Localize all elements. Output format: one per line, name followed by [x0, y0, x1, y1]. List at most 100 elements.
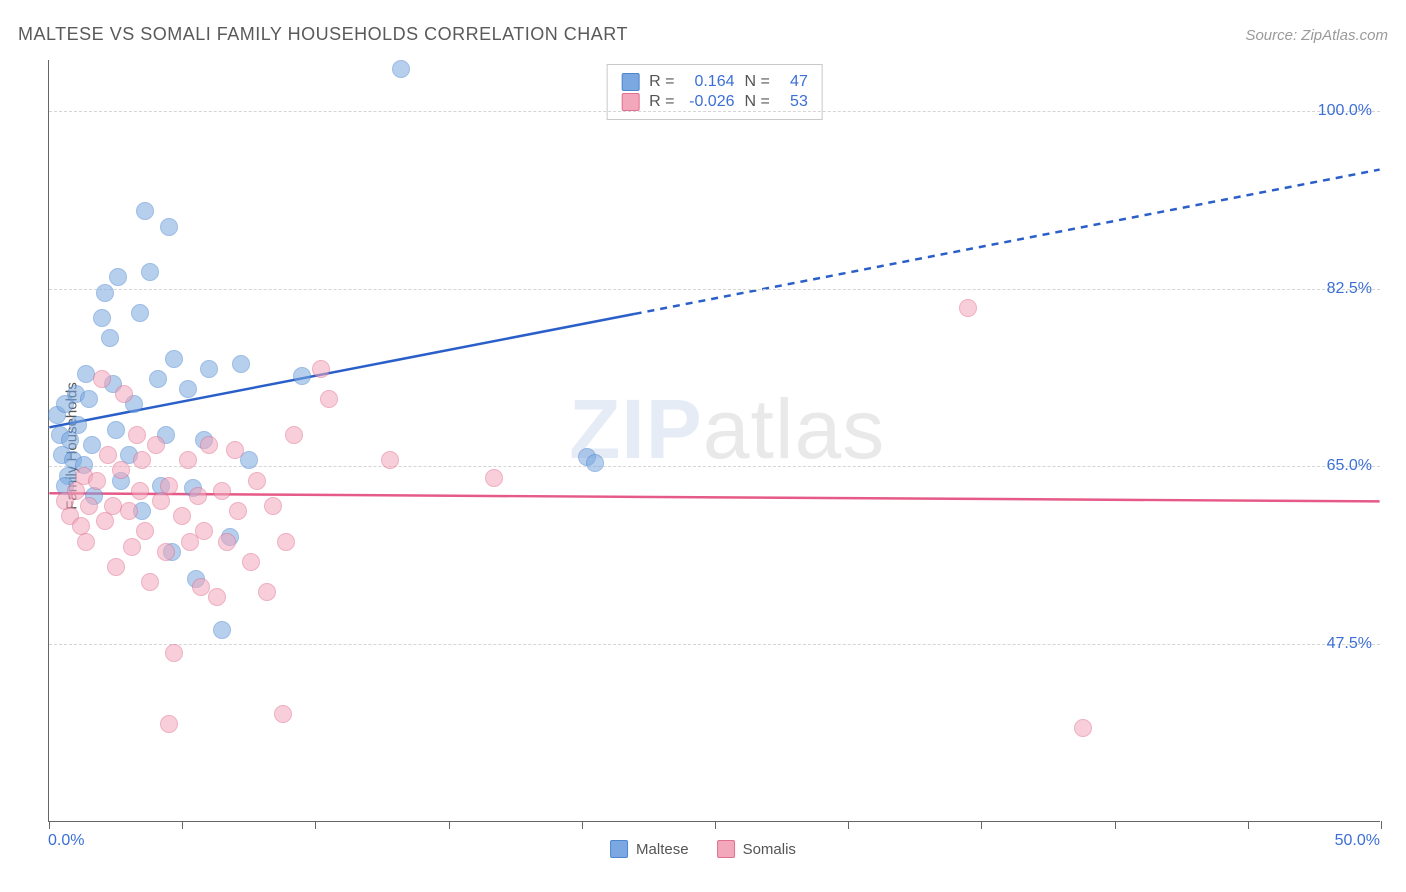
x-tick [182, 821, 183, 829]
stat-label: N = [745, 93, 770, 111]
scatter-point [147, 436, 165, 454]
plot-area: ZIPatlas R =0.164N =47R =-0.026N =53 47.… [48, 60, 1380, 822]
scatter-point [200, 436, 218, 454]
scatter-point [173, 507, 191, 525]
stat-label: R = [649, 93, 674, 111]
scatter-point [123, 538, 141, 556]
scatter-point [99, 446, 117, 464]
y-tick-label: 82.5% [1327, 280, 1372, 298]
trend-line [49, 493, 1379, 501]
scatter-point [293, 367, 311, 385]
scatter-point [88, 472, 106, 490]
scatter-point [264, 497, 282, 515]
legend-label: Somalis [743, 841, 796, 858]
scatter-point [83, 436, 101, 454]
legend-item: Somalis [717, 840, 796, 858]
scatter-point [258, 583, 276, 601]
scatter-point [131, 482, 149, 500]
scatter-point [179, 380, 197, 398]
scatter-point [149, 370, 167, 388]
scatter-point [109, 268, 127, 286]
scatter-point [107, 558, 125, 576]
x-tick [1115, 821, 1116, 829]
scatter-point [115, 385, 133, 403]
x-tick [1248, 821, 1249, 829]
scatter-point [112, 461, 130, 479]
grid-line [49, 289, 1380, 290]
stats-row: R = -0.026 N = 53 [621, 93, 808, 111]
chart-title: MALTESE VS SOMALI FAMILY HOUSEHOLDS CORR… [18, 24, 628, 45]
scatter-point [218, 533, 236, 551]
x-tick [1381, 821, 1382, 829]
legend-swatch [621, 93, 639, 111]
scatter-point [157, 543, 175, 561]
scatter-point [165, 644, 183, 662]
scatter-point [277, 533, 295, 551]
scatter-point [381, 451, 399, 469]
n-value: 53 [780, 93, 808, 111]
y-tick-label: 65.0% [1327, 457, 1372, 475]
grid-line [49, 111, 1380, 112]
grid-line [49, 644, 1380, 645]
series-legend: Maltese Somalis [610, 840, 796, 858]
scatter-point [586, 454, 604, 472]
scatter-point [80, 390, 98, 408]
scatter-point [312, 360, 330, 378]
scatter-point [274, 705, 292, 723]
scatter-point [208, 588, 226, 606]
scatter-point [160, 218, 178, 236]
n-value: 47 [780, 73, 808, 91]
scatter-point [226, 441, 244, 459]
stat-label: R = [649, 73, 674, 91]
r-value: -0.026 [685, 93, 735, 111]
x-tick-label: 0.0% [48, 832, 84, 850]
scatter-point [179, 451, 197, 469]
scatter-point [69, 416, 87, 434]
scatter-point [136, 522, 154, 540]
x-tick [449, 821, 450, 829]
x-tick [848, 821, 849, 829]
y-tick-label: 100.0% [1318, 102, 1372, 120]
scatter-point [107, 421, 125, 439]
trend-lines-layer [49, 60, 1380, 821]
stats-row: R = 0.164 N = 47 [621, 73, 808, 91]
x-tick [981, 821, 982, 829]
scatter-point [213, 482, 231, 500]
scatter-point [320, 390, 338, 408]
r-value: 0.164 [685, 73, 735, 91]
scatter-point [248, 472, 266, 490]
scatter-point [192, 578, 210, 596]
scatter-point [285, 426, 303, 444]
x-tick [582, 821, 583, 829]
scatter-point [133, 451, 151, 469]
scatter-point [200, 360, 218, 378]
legend-swatch [610, 840, 628, 858]
scatter-point [80, 497, 98, 515]
legend-swatch [717, 840, 735, 858]
trend-line-dashed [635, 170, 1380, 314]
legend-item: Maltese [610, 840, 689, 858]
scatter-point [213, 621, 231, 639]
x-tick [315, 821, 316, 829]
scatter-point [131, 304, 149, 322]
scatter-point [101, 329, 119, 347]
scatter-point [93, 309, 111, 327]
x-tick-label: 50.0% [1335, 832, 1380, 850]
scatter-point [189, 487, 207, 505]
x-tick [715, 821, 716, 829]
legend-swatch [621, 73, 639, 91]
x-tick [49, 821, 50, 829]
scatter-point [120, 502, 138, 520]
scatter-point [77, 533, 95, 551]
y-tick-label: 47.5% [1327, 635, 1372, 653]
scatter-point [229, 502, 247, 520]
scatter-point [242, 553, 260, 571]
scatter-point [195, 522, 213, 540]
scatter-point [1074, 719, 1092, 737]
scatter-point [232, 355, 250, 373]
scatter-point [392, 60, 410, 78]
scatter-point [165, 350, 183, 368]
stat-label: N = [745, 73, 770, 91]
scatter-point [141, 263, 159, 281]
scatter-point [160, 715, 178, 733]
